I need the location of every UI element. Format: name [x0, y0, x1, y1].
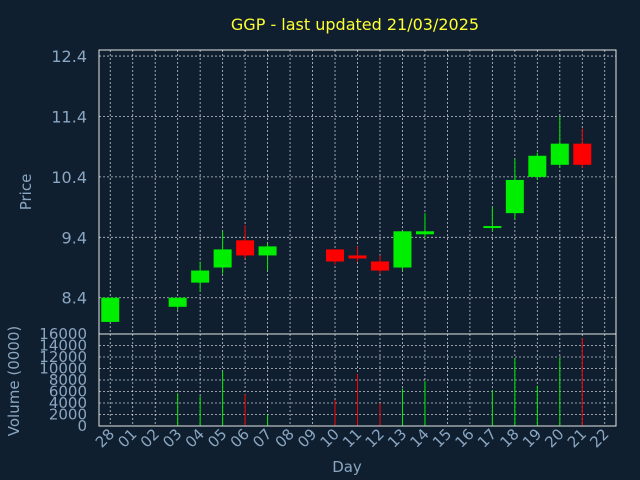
volume-tick-label: 6000	[49, 383, 87, 401]
volume-tick-label: 2000	[49, 406, 87, 424]
candle-body	[550, 143, 569, 165]
candle-body	[236, 240, 255, 256]
x-tick-labels: 2801020304050607080910111213141516171819…	[92, 425, 613, 451]
price-tick-label: 12.4	[51, 47, 87, 66]
price-tick-label: 8.4	[62, 289, 87, 308]
chart-title: GGP - last updated 21/03/2025	[231, 15, 479, 34]
candle-body	[415, 231, 434, 235]
price-tick-label: 10.4	[51, 168, 87, 187]
volume-tick-label: 14000	[39, 337, 87, 355]
candle-body	[573, 143, 592, 165]
x-tick-label: 22	[586, 425, 612, 451]
candle-body	[191, 270, 210, 283]
candle-body	[528, 155, 547, 177]
candle-body	[483, 226, 502, 229]
candle-body	[168, 297, 187, 307]
price-tick-label: 9.4	[62, 228, 87, 247]
candle-body	[213, 249, 232, 268]
volume-tick-label: 10000	[39, 360, 87, 378]
volume-bars	[177, 338, 583, 426]
candles	[101, 116, 592, 322]
volume-panel-frame	[98, 333, 617, 427]
candle-body	[101, 297, 120, 322]
x-axis-label: Day	[332, 458, 362, 476]
volume-tick-label: 12000	[39, 348, 87, 366]
price-tick-labels: 8.4 9.4 10.4 11.4 12.4	[51, 47, 87, 308]
price-axis-label: Price	[17, 174, 35, 211]
volume-tick-label: 8000	[49, 371, 87, 389]
price-grid	[99, 50, 616, 334]
volume-axis-label: Volume (0000)	[5, 326, 23, 436]
candle-body	[348, 255, 367, 259]
volume-tick-label: 4000	[49, 394, 87, 412]
volume-tick-label: 0	[77, 417, 87, 435]
price-tick-label: 11.4	[51, 107, 87, 126]
candle-body	[370, 261, 389, 271]
candle-body	[258, 246, 277, 256]
candle-body	[326, 249, 345, 262]
candle-body	[505, 179, 524, 214]
volume-tick-label: 16000	[39, 325, 87, 343]
candle-body	[393, 231, 412, 268]
